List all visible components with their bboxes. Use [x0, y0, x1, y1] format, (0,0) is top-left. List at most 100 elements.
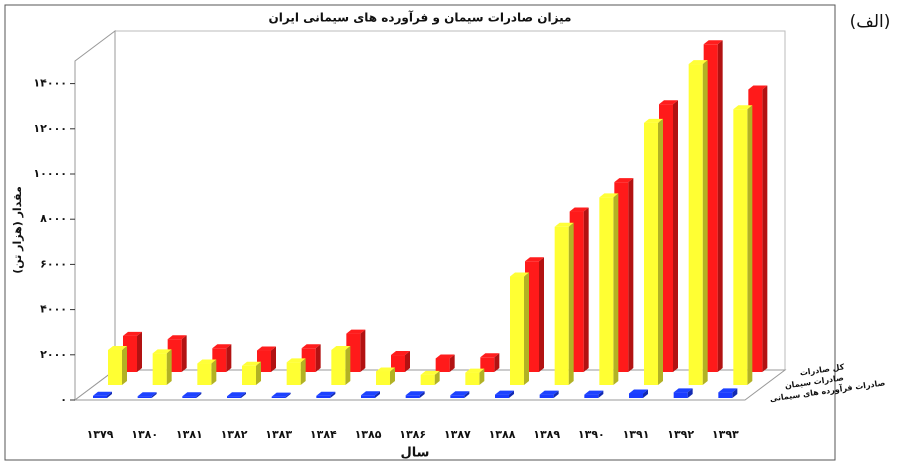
bar-top: [376, 367, 395, 372]
y-tick-label: ۱۴۰۰۰: [33, 77, 67, 90]
x-tick-label: ۱۳۸۷: [444, 428, 471, 441]
bar-side: [673, 100, 678, 372]
bar-side: [181, 335, 187, 372]
bar-side: [628, 178, 634, 372]
bar-side: [732, 388, 738, 398]
bar-top: [242, 361, 261, 366]
bar-top: [450, 391, 470, 396]
bar: [673, 392, 688, 398]
bar: [227, 396, 241, 398]
panel-label: (الف): [850, 12, 891, 32]
bar-top: [346, 329, 366, 334]
bar-side: [256, 361, 261, 385]
bar: [376, 371, 390, 385]
x-tick-label: ۱۳۸۹: [533, 428, 560, 441]
bar-top: [93, 391, 112, 396]
x-tick-label: ۱۳۸۳: [265, 428, 292, 441]
bar-top: [301, 344, 321, 349]
bar: [197, 363, 212, 385]
bar-side: [687, 388, 693, 398]
bar-side: [509, 390, 514, 398]
x-tick-label: ۱۳۸۰: [131, 428, 158, 441]
y-tick-label: ۶۰۰۰: [40, 257, 67, 270]
bar-side: [449, 354, 455, 372]
bar: [629, 393, 643, 398]
x-tick-label: ۱۳۹۳: [712, 428, 739, 441]
bar: [405, 395, 420, 398]
bar: [182, 396, 197, 398]
bar-top: [539, 390, 559, 395]
bar: [152, 353, 167, 385]
side-wall: [74, 30, 116, 401]
bar: [435, 358, 450, 372]
bar-top: [435, 354, 455, 359]
bar-top: [212, 344, 232, 349]
bar-top: [480, 353, 500, 358]
bar-side: [524, 272, 529, 385]
x-tick-label: ۱۳۹۲: [667, 428, 694, 441]
x-tick-label: ۱۳۸۵: [355, 428, 382, 441]
bar-side: [122, 345, 127, 385]
bar: [688, 64, 703, 385]
bar: [599, 197, 614, 385]
bar-side: [241, 392, 246, 398]
x-tick-label: ۱۳۹۰: [578, 428, 605, 441]
bar: [286, 362, 301, 385]
bar-side: [479, 368, 485, 385]
y-tick-label: ۱۰۰۰۰: [33, 167, 67, 180]
bar-side: [583, 207, 589, 372]
x-tick-label: ۱۳۸۲: [221, 428, 248, 441]
bar-top: [703, 40, 723, 45]
bar: [93, 395, 107, 398]
bar: [539, 394, 554, 398]
bar: [137, 396, 152, 398]
bar-top: [286, 358, 306, 363]
bar-side: [553, 390, 559, 398]
bar-side: [107, 391, 112, 398]
bar-top: [465, 368, 485, 373]
bar: [242, 365, 256, 385]
bar-side: [390, 367, 395, 385]
y-tick-label: ۰: [60, 393, 67, 406]
bar-top: [510, 272, 529, 277]
bar-top: [391, 351, 410, 356]
x-tick-label: ۱۳۹۱: [623, 428, 650, 441]
bar: [480, 357, 495, 372]
bar-top: [688, 60, 708, 65]
bar-top: [495, 390, 514, 395]
bar: [361, 395, 375, 398]
bar-side: [613, 193, 619, 385]
chart-title: میزان صادرات سیمان و فرآورده های سیمانی …: [269, 10, 572, 26]
bar-side: [643, 389, 648, 398]
bar-side: [300, 358, 306, 385]
bar-top: [197, 359, 217, 364]
bar-top: [152, 349, 172, 354]
bar-top: [227, 392, 246, 397]
bar-side: [702, 60, 708, 385]
bar-side: [137, 331, 142, 372]
bar-top: [167, 335, 187, 340]
bar-top: [108, 345, 127, 350]
bar-side: [598, 390, 604, 398]
bar-top: [182, 392, 202, 397]
y-tick-label: ۱۲۰۰۰: [33, 122, 67, 135]
x-tick-label: ۱۳۸۸: [489, 428, 516, 441]
bar: [331, 349, 346, 385]
bar-side: [464, 391, 470, 398]
y-axis-label: مقدار (هزار تن): [11, 186, 24, 274]
bar-top: [316, 391, 336, 396]
bar-top: [614, 178, 634, 183]
bar-side: [762, 85, 768, 372]
y-tick-label: ۲۰۰۰: [40, 348, 67, 361]
bar-side: [419, 391, 425, 398]
bar: [108, 349, 122, 385]
bar: [495, 394, 509, 398]
bar: [316, 395, 331, 398]
bar-top: [361, 391, 380, 396]
bar-side: [285, 392, 291, 398]
bar-side: [568, 222, 574, 385]
bar-top: [123, 331, 142, 336]
bar: [450, 395, 465, 398]
bar-top: [554, 222, 574, 227]
